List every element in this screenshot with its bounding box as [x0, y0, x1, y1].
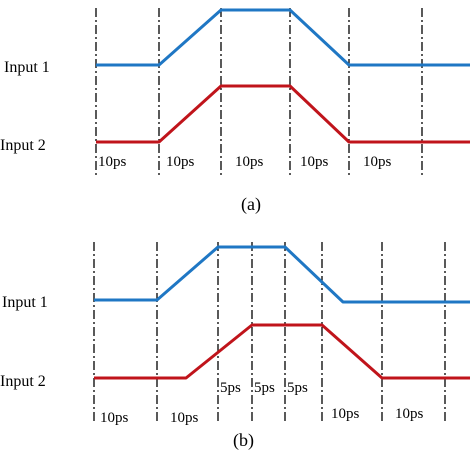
interval-label-5ps: 5ps [220, 380, 241, 396]
interval-label: 10ps [170, 410, 199, 426]
interval-label: 10ps [363, 154, 392, 170]
caption-a: (a) [241, 194, 261, 215]
panel-a: Input 1 Input 2 10ps 10ps 10ps 10ps 10ps… [0, 8, 470, 215]
input1-label: Input 1 [2, 294, 48, 311]
interval-label: 10ps [166, 154, 195, 170]
interval-label: 10ps [100, 410, 129, 426]
input1-waveform [96, 8, 470, 67]
interval-label: 10ps [331, 406, 360, 422]
input1-label: Input 1 [4, 59, 50, 76]
panel-b: Input 1 Input 2 5ps 5ps 5ps 10ps 10ps 10… [0, 242, 470, 451]
interval-label: 10ps [300, 154, 329, 170]
interval-label-5ps: 5ps [287, 380, 308, 396]
input2-label: Input 2 [0, 137, 46, 154]
caption-b: (b) [233, 430, 254, 451]
interval-label: 10ps [98, 154, 127, 170]
input2-label: Input 2 [0, 373, 46, 390]
interval-label: 10ps [235, 154, 264, 170]
interval-label-5ps: 5ps [254, 380, 275, 396]
input1-waveform [94, 245, 470, 304]
input2-waveform [96, 84, 470, 144]
interval-label: 10ps [395, 406, 424, 422]
input2-waveform [94, 323, 470, 380]
